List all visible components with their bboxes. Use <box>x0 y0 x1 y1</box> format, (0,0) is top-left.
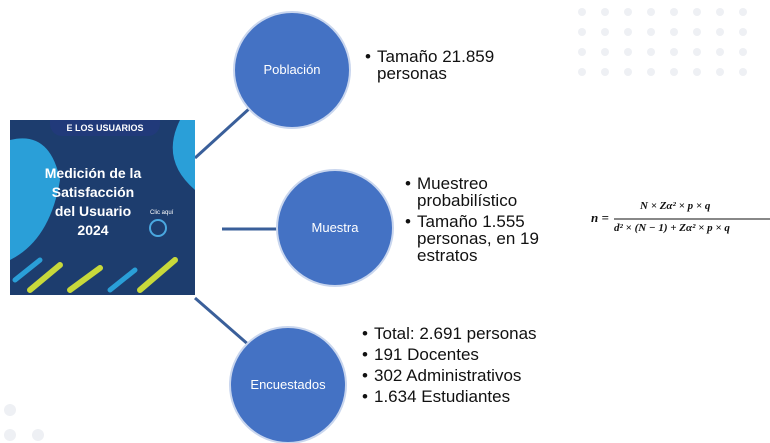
formula-lhs: n = <box>591 210 609 225</box>
bullet: Total: 2.691 personas <box>362 325 562 342</box>
bullet: 1.634 Estudiantes <box>362 388 562 405</box>
banner-strip: E LOS USUARIOS <box>50 120 160 136</box>
bullet-list: Total: 2.691 personas 191 Docentes 302 Adm… <box>362 325 562 409</box>
dot-grid <box>4 8 747 441</box>
bullet: 191 Docentes <box>362 346 562 363</box>
banner-click: Clic aquí <box>150 210 174 216</box>
bullet: 302 Administrativos <box>362 367 562 384</box>
banner-title-line: Satisfacción <box>51 184 135 200</box>
formula-numerator: N × Zα² × p × q <box>640 200 711 212</box>
bullet: Tamaño 1.555 personas, en 19 estratos <box>405 213 570 264</box>
banner-art <box>10 120 195 293</box>
bullet: Muestreo probabilístico <box>405 175 570 209</box>
banner-title-line: Medición de la <box>44 165 142 181</box>
node-label: Muestra <box>311 220 359 235</box>
banner-title-line: 2024 <box>77 222 109 238</box>
bullet: Tamaño 21.859 personas <box>365 48 535 82</box>
node-label: Población <box>263 62 321 77</box>
node-label: Encuestados <box>250 377 326 392</box>
bullet-list: Muestreo probabilístico Tamaño 1.555 pers… <box>405 175 570 268</box>
bullet-list: Tamaño 21.859 personas <box>365 48 535 86</box>
banner-image[interactable]: E LOS USUARIOS Medición de la Satisfacció… <box>10 120 195 295</box>
banner-title: Medición de la Satisfacción del Usuario 202… <box>28 164 158 240</box>
node-circles <box>229 11 394 443</box>
banner-title-line: del Usuario <box>54 203 132 219</box>
connectors <box>193 106 277 348</box>
formula-denominator: d² × (N − 1) + Zα² × p × q <box>614 222 730 234</box>
